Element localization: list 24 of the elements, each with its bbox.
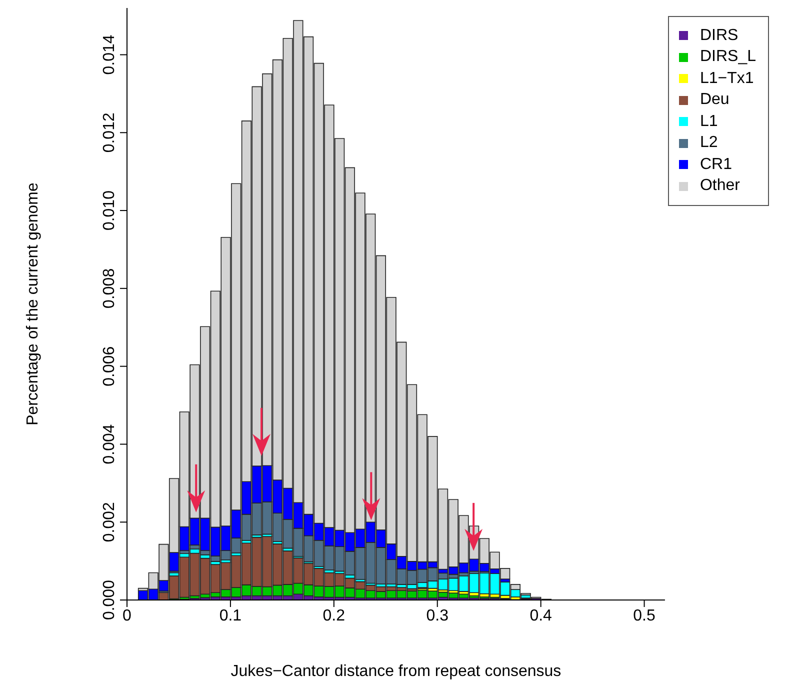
legend-label: L1−Tx1 — [700, 70, 754, 88]
y-axis-title: Percentage of the current genome — [24, 182, 42, 426]
y-tick-label: 0.002 — [101, 502, 118, 542]
legend-label: DIRS — [700, 26, 738, 45]
legend-label: CR1 — [700, 156, 732, 174]
legend-label: Other — [700, 177, 740, 196]
x-tick-label: 0.5 — [633, 607, 656, 624]
legend-label: Deu — [700, 91, 730, 110]
y-tick-label: 0.014 — [101, 34, 118, 75]
x-tick-label: 0.2 — [322, 607, 346, 624]
y-tick-label: 0.000 — [101, 580, 118, 620]
legend-label: L2 — [700, 134, 718, 152]
y-tick-label: 0.004 — [101, 424, 118, 464]
x-axis-title: Jukes−Cantor distance from repeat consensus — [230, 663, 562, 680]
legend-label: L1 — [700, 112, 718, 131]
y-tick-label: 0.012 — [101, 112, 118, 153]
legend-label: DIRS_L — [700, 48, 756, 66]
y-tick-label: 0.006 — [101, 346, 118, 386]
y-tick-label: 0.010 — [101, 190, 118, 231]
x-tick-label: 0.1 — [219, 607, 242, 624]
x-tick-label: 0.3 — [426, 607, 449, 624]
x-tick-label: 0 — [122, 607, 132, 624]
x-tick-label: 0.4 — [530, 607, 552, 624]
y-tick-label: 0.008 — [101, 268, 118, 308]
